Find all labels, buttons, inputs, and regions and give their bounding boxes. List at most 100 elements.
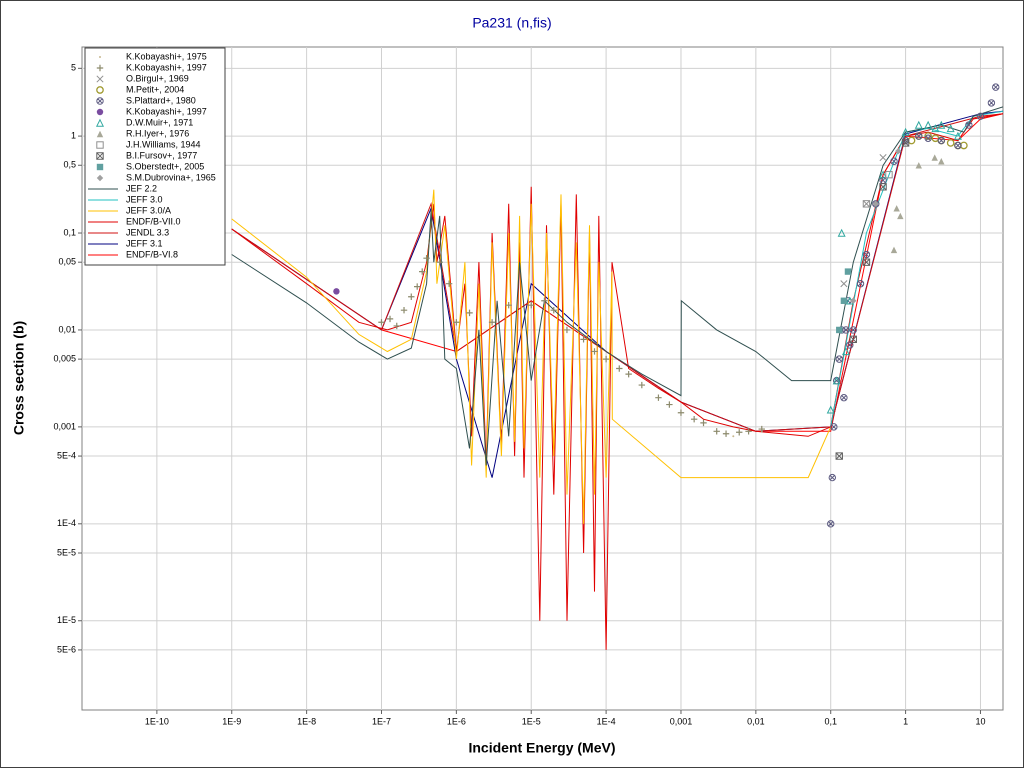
legend-label: J.H.Williams, 1944 [126, 139, 201, 149]
marker [946, 139, 955, 147]
legend-label: M.Petit+, 2004 [126, 84, 184, 94]
marker [96, 64, 104, 72]
marker [505, 302, 512, 309]
marker [901, 139, 910, 147]
marker [414, 283, 421, 290]
marker [946, 124, 955, 133]
marker [987, 99, 996, 107]
marker [954, 141, 962, 150]
marker [528, 302, 535, 309]
x-tick-label: 0,1 [824, 716, 837, 726]
marker [580, 336, 587, 343]
marker [758, 425, 765, 433]
y-tick-label: 5E-4 [57, 450, 76, 460]
legend-label: ENDF/B-VI.8 [126, 249, 178, 259]
marker [976, 112, 985, 120]
curve [231, 113, 1003, 650]
marker [924, 134, 932, 142]
marker [732, 435, 735, 438]
x-tick-label: 0,001 [670, 716, 693, 726]
marker [937, 120, 946, 129]
marker [690, 416, 698, 423]
marker [745, 428, 752, 435]
legend-label: JEF 2.2 [126, 183, 157, 193]
marker [96, 130, 104, 138]
marker [616, 365, 623, 372]
marker [992, 83, 1000, 91]
legend-label: R.H.Iyer+, 1976 [126, 128, 189, 138]
marker [832, 376, 841, 385]
marker [862, 200, 871, 208]
marker [953, 131, 962, 140]
legend-label: S.Oberstedt+, 2005 [126, 161, 204, 171]
marker [840, 280, 848, 288]
marker [563, 326, 571, 334]
y-tick-label: 5E-5 [57, 547, 76, 557]
x-tick-label: 1E-6 [447, 716, 466, 726]
marker [836, 326, 843, 334]
y-tick-label: 0,1 [63, 227, 76, 237]
grid [78, 47, 1003, 714]
marker [700, 419, 707, 427]
curve [231, 106, 1003, 466]
marker [872, 200, 879, 208]
marker [436, 258, 443, 266]
x-tick-label: 0,01 [747, 716, 765, 726]
x-tick-label: 10 [975, 716, 985, 726]
marker [722, 430, 730, 437]
marker [844, 268, 852, 275]
marker [850, 297, 857, 304]
marker [541, 297, 548, 304]
marker [419, 268, 426, 275]
marker [655, 394, 662, 401]
marker [625, 370, 632, 378]
marker [828, 473, 837, 482]
legend-label: D.W.Muir+, 1971 [126, 117, 193, 127]
marker [96, 163, 104, 171]
marker [96, 174, 104, 182]
legend-box [84, 47, 226, 266]
marker [849, 326, 857, 334]
y-tick-label: 1E-5 [57, 615, 76, 625]
marker [386, 315, 394, 323]
marker [840, 297, 848, 304]
legend-label: K.Kobayashi+, 1997 [126, 106, 207, 116]
marker [862, 200, 870, 208]
marker [937, 136, 946, 145]
chart-title: Pa231 (n,fis) [472, 15, 551, 31]
marker [713, 428, 720, 435]
marker [931, 154, 938, 161]
y-tick-label: 0,005 [53, 354, 76, 364]
marker [837, 228, 846, 237]
marker [879, 183, 887, 191]
legend-label: JEFF 3.1 [126, 238, 163, 248]
marker [96, 108, 104, 116]
legend-label: B.I.Fursov+, 1977 [126, 150, 197, 160]
marker [677, 409, 685, 416]
marker [423, 254, 430, 262]
marker [826, 405, 835, 414]
y-tick-label: 5E-6 [57, 644, 76, 654]
marker [849, 335, 857, 344]
marker [846, 341, 854, 349]
legend-label: O.Birgul+, 1969 [126, 73, 189, 83]
marker [591, 348, 598, 355]
marker [830, 423, 838, 431]
marker [835, 452, 843, 460]
marker [915, 132, 923, 140]
x-tick-label: 1E-9 [222, 716, 241, 726]
marker [879, 154, 887, 162]
x-tick-label: 1E-4 [597, 716, 616, 726]
x-axis-label: Incident Energy (MeV) [468, 740, 615, 756]
marker [666, 401, 673, 408]
x-tick-label: 1E-10 [145, 716, 169, 726]
marker [835, 355, 843, 363]
marker [856, 280, 865, 288]
marker [400, 306, 408, 314]
legend-label: JEFF 3.0 [126, 194, 163, 204]
marker [832, 377, 841, 385]
marker [638, 381, 646, 389]
marker [890, 157, 898, 165]
